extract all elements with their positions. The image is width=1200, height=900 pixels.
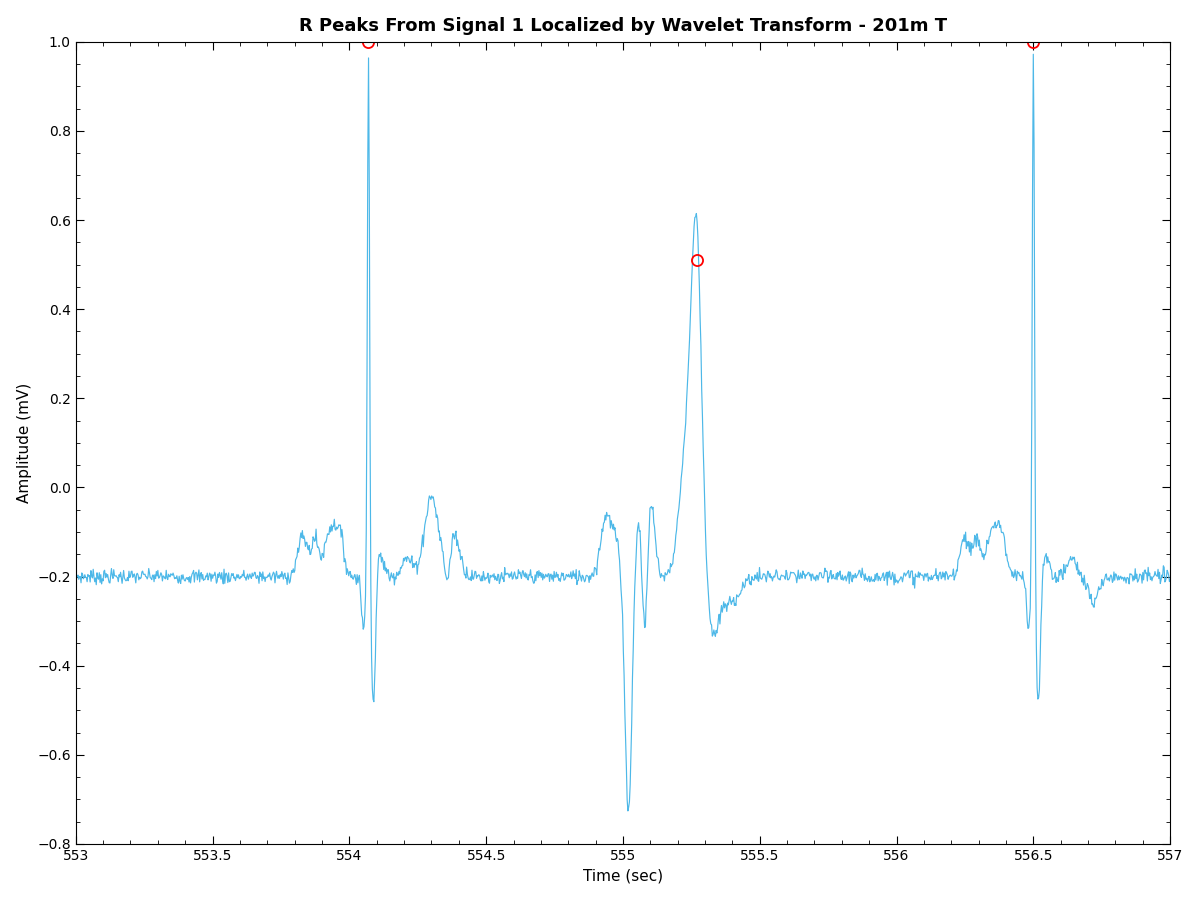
Title: R Peaks From Signal 1 Localized by Wavelet Transform - 201m T: R Peaks From Signal 1 Localized by Wavel…	[299, 17, 947, 35]
Y-axis label: Amplitude (mV): Amplitude (mV)	[17, 382, 31, 503]
X-axis label: Time (sec): Time (sec)	[583, 868, 664, 883]
